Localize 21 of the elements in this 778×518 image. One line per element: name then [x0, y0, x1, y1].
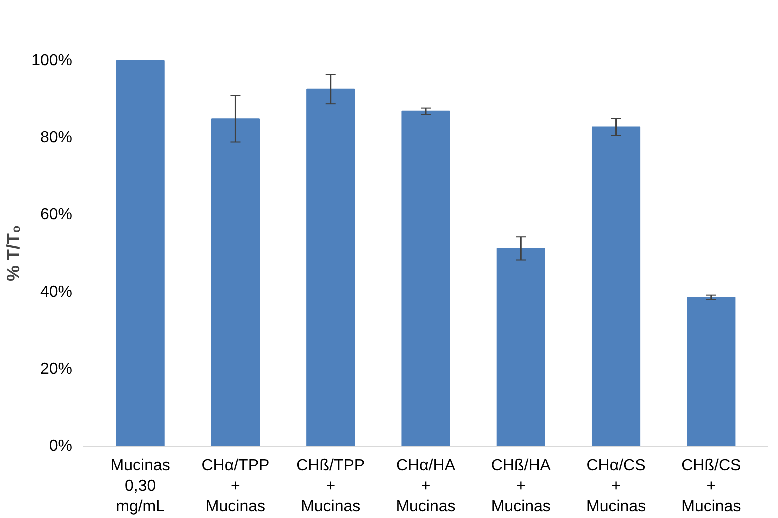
bar [687, 297, 736, 446]
x-tick-label: Mucinas 0,30 mg/mL [110, 458, 170, 516]
x-tick-label: CHß/TPP + Mucinas [296, 458, 366, 516]
y-tick-label: 60% [40, 206, 73, 224]
x-tick-label: CHß/HA + Mucinas [491, 458, 552, 516]
x-tick-label: CHα/CS + Mucinas [586, 458, 646, 516]
x-tick-label: CHß/CS + Mucinas [682, 458, 742, 516]
y-tick-label: 80% [40, 130, 73, 147]
y-tick-label: 40% [40, 284, 73, 301]
bar [306, 88, 356, 446]
x-tick-label: CHα/HA + Mucinas [396, 458, 456, 516]
bar [211, 118, 260, 446]
y-tick-label: 100% [32, 52, 72, 70]
y-tick-label: 0% [49, 438, 72, 455]
y-axis-title: % T/T₀ [4, 225, 24, 282]
y-tick-label: 20% [40, 360, 73, 378]
bar [496, 248, 546, 446]
x-tick-label: CHα/TPP + Mucinas [202, 458, 270, 516]
bar [592, 126, 641, 446]
bar [116, 60, 165, 446]
bar [402, 110, 450, 446]
